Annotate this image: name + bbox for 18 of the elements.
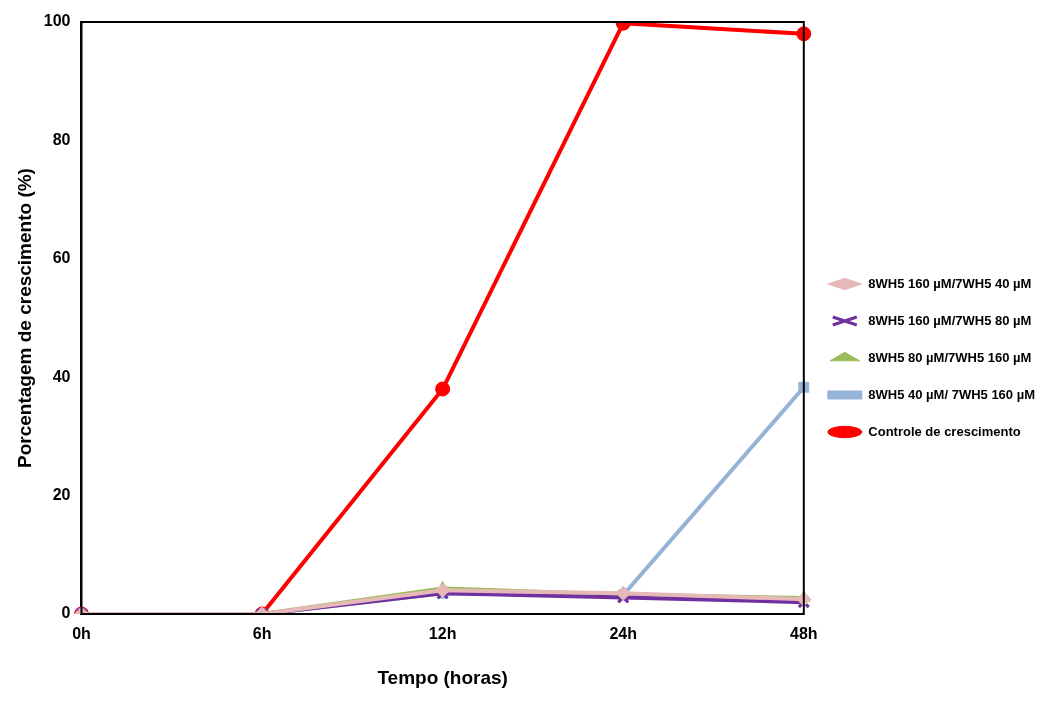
y-tick-label: 60 xyxy=(52,249,71,267)
legend-label: 8WH5 160 µM/7WH5 80 µM xyxy=(868,312,1032,328)
y-tick-label: 100 xyxy=(43,12,71,30)
y-axis-title: Porcentagem de crescimento (%) xyxy=(13,168,35,468)
y-tick-label: 40 xyxy=(52,367,71,385)
legend-label: 8WH5 160 µM/7WH5 40 µM xyxy=(868,275,1032,291)
x-tick-label: 48h xyxy=(790,625,818,643)
x-tick-label: 6h xyxy=(252,625,272,643)
legend-label: 8WH5 40 µM/ 7WH5 160 µM xyxy=(868,386,1036,402)
y-tick-label: 80 xyxy=(52,130,71,148)
legend-label: 8WH5 80 µM/7WH5 160 µM xyxy=(868,349,1032,365)
y-tick-label: 20 xyxy=(52,486,71,504)
legend-label: Controle de crescimento xyxy=(868,423,1021,439)
x-tick-label: 0h xyxy=(72,625,91,643)
x-tick-label: 24h xyxy=(609,625,638,643)
y-tick-label: 0 xyxy=(61,604,71,622)
x-axis-title: Tempo (horas) xyxy=(377,666,508,688)
x-tick-label: 12h xyxy=(428,625,457,643)
